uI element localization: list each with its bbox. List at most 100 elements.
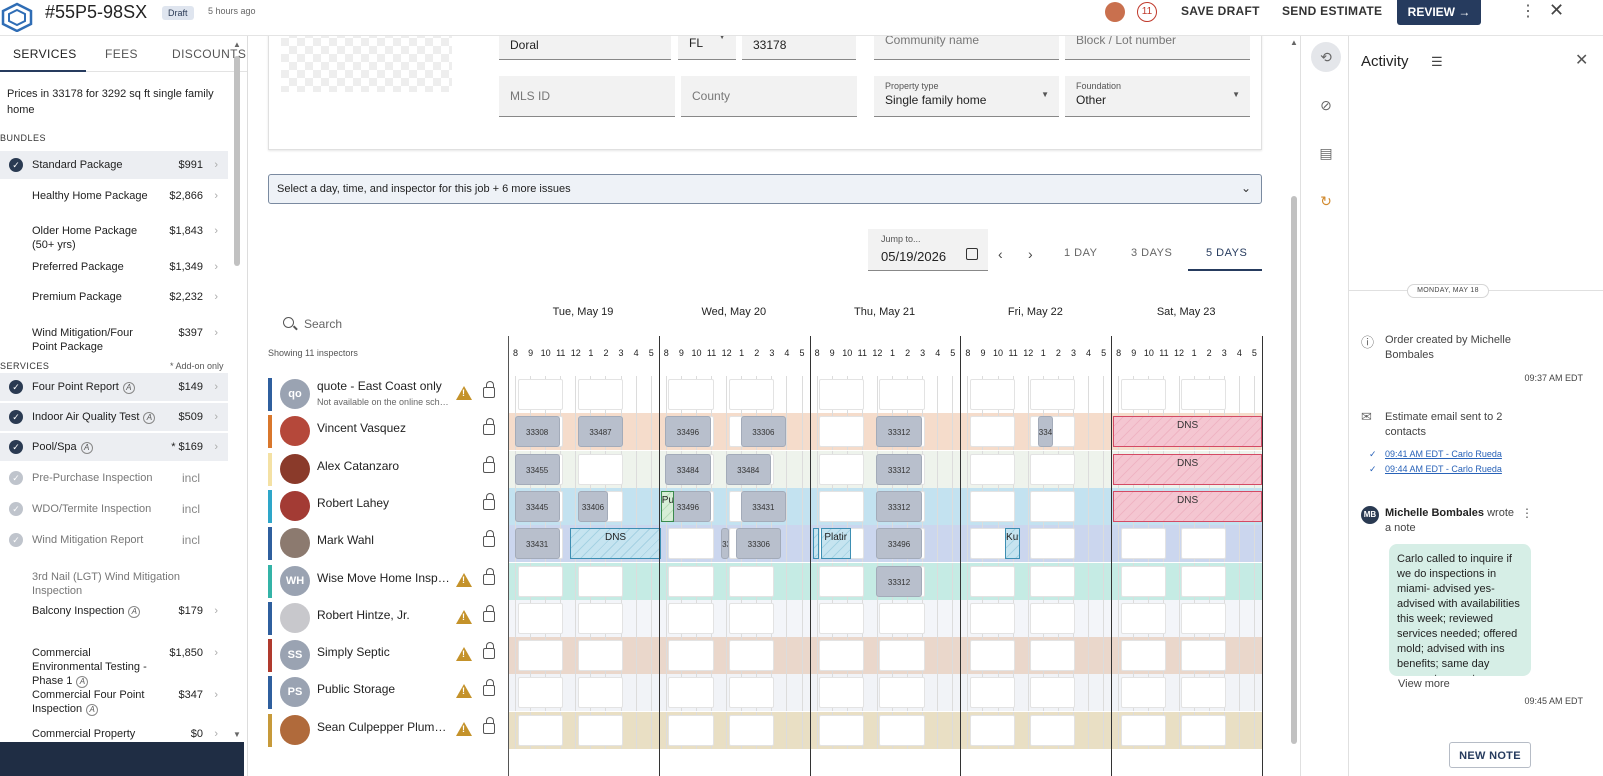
available-slot[interactable] <box>728 640 774 672</box>
community-name-field[interactable]: Community name <box>874 36 1059 60</box>
more-vert-icon[interactable]: ⋮ <box>1520 3 1536 20</box>
bundle-item[interactable]: Premium Package $2,232 › <box>0 283 228 311</box>
service-item[interactable]: Commercial Environmental Testing - Phase… <box>0 632 228 688</box>
available-slot[interactable] <box>1030 714 1076 746</box>
booking-block[interactable]: 334 <box>1037 416 1053 448</box>
view-more-link[interactable]: View more <box>1398 678 1450 690</box>
available-slot[interactable] <box>728 677 774 709</box>
available-slot[interactable] <box>879 602 925 634</box>
booking-block[interactable]: 33312 <box>876 453 922 485</box>
inspector-timeline[interactable]: 33445 33406 33496 33431 33312 DNS Pu <box>508 487 1262 525</box>
available-slot[interactable] <box>819 490 865 522</box>
email-link[interactable]: 09:44 AM EDT - Carlo Rueda <box>1385 464 1502 474</box>
email-link[interactable]: 09:41 AM EDT - Carlo Rueda <box>1385 449 1502 459</box>
available-slot[interactable] <box>1030 602 1076 634</box>
lock-icon[interactable] <box>483 455 495 473</box>
available-slot[interactable] <box>577 565 624 597</box>
available-slot[interactable] <box>1030 490 1076 522</box>
inspector-name[interactable]: Simply Septic <box>317 645 390 660</box>
view-1-day[interactable]: 1 DAY <box>1064 247 1098 259</box>
bundle-item[interactable]: Older Home Package (50+ yrs) $1,843 › <box>0 210 228 252</box>
available-slot[interactable] <box>819 640 865 672</box>
available-slot[interactable] <box>577 453 624 485</box>
available-slot[interactable] <box>1181 677 1227 709</box>
tab-services[interactable]: SERVICES <box>13 47 77 61</box>
lock-icon[interactable] <box>483 679 495 697</box>
available-slot[interactable] <box>1181 528 1227 560</box>
bundle-item[interactable]: Preferred Package $1,349 › <box>0 253 228 281</box>
available-slot[interactable] <box>1030 453 1076 485</box>
available-slot[interactable] <box>517 714 563 746</box>
available-slot[interactable] <box>819 714 865 746</box>
inspector-timeline[interactable]: 33312 <box>508 562 1262 600</box>
save-draft-button[interactable]: SAVE DRAFT <box>1181 4 1260 18</box>
available-slot[interactable] <box>969 565 1016 597</box>
available-slot[interactable] <box>668 640 714 672</box>
available-slot[interactable] <box>668 677 714 709</box>
view-5-days[interactable]: 5 DAYS <box>1206 247 1248 259</box>
available-slot[interactable] <box>819 565 865 597</box>
available-slot[interactable] <box>1120 640 1166 672</box>
booking-block[interactable]: 33312 <box>876 565 922 597</box>
booking-block[interactable]: 33484 <box>725 453 771 485</box>
property-type-select[interactable]: Property type Single family home ▼ <box>874 76 1059 117</box>
available-slot[interactable] <box>668 714 714 746</box>
inspector-timeline[interactable] <box>508 674 1262 712</box>
service-item[interactable]: ✓ Wind Mitigation Report incl <box>0 526 228 554</box>
booking-block[interactable]: 33312 <box>876 416 922 448</box>
available-slot[interactable] <box>879 714 925 746</box>
inspector-timeline[interactable]: 33431 3333306 33496 DNS Platir Ku <box>508 525 1262 563</box>
available-slot[interactable] <box>577 714 624 746</box>
available-slot[interactable] <box>819 453 865 485</box>
main-scrollbar[interactable]: ▲ <box>1288 36 1300 776</box>
notification-count-badge[interactable]: 11 <box>1137 2 1157 22</box>
inspector-timeline[interactable] <box>508 376 1262 413</box>
service-item[interactable]: ✓ Four Point Report A $149 › <box>0 373 228 401</box>
foundation-select[interactable]: Foundation Other ▼ <box>1065 76 1250 117</box>
view-3-days[interactable]: 3 DAYS <box>1131 247 1173 259</box>
unavailable-block[interactable] <box>813 528 820 560</box>
unavailable-block[interactable]: DNS <box>570 528 661 560</box>
available-slot[interactable] <box>517 677 563 709</box>
state-select[interactable]: FL ▼ <box>678 36 736 60</box>
available-slot[interactable] <box>969 714 1016 746</box>
inspector-timeline[interactable]: 33308 33487 33496 33306 33312 334 DNS <box>508 413 1262 451</box>
service-item[interactable]: Commercial Four Point Inspection A $347 › <box>0 676 228 716</box>
available-slot[interactable] <box>1120 528 1166 560</box>
service-item[interactable]: ✓ Pre-Purchase Inspection incl <box>0 464 228 492</box>
booking-block[interactable]: 33312 <box>876 490 922 522</box>
lock-icon[interactable] <box>483 567 495 585</box>
next-arrow-icon[interactable]: › <box>1028 246 1033 262</box>
service-item[interactable]: ✓ Pool/Spa A * $169 › <box>0 433 228 461</box>
available-slot[interactable] <box>668 565 714 597</box>
booking-block[interactable]: 33 <box>721 528 729 560</box>
available-slot[interactable] <box>668 528 714 560</box>
available-slot[interactable] <box>1120 714 1166 746</box>
inspector-timeline[interactable] <box>508 637 1262 675</box>
booking-block[interactable]: 33445 <box>514 490 560 522</box>
bundle-item[interactable]: ✓ Standard Package $991 › <box>0 151 228 179</box>
available-slot[interactable] <box>577 602 624 634</box>
available-slot[interactable] <box>1181 640 1227 672</box>
booking-block[interactable]: 33406 <box>577 490 609 522</box>
close-activity-icon[interactable]: ✕ <box>1575 52 1589 69</box>
available-slot[interactable] <box>517 379 563 410</box>
available-slot[interactable] <box>969 677 1016 709</box>
unavailable-block[interactable]: DNS <box>1113 416 1262 448</box>
lock-icon[interactable] <box>483 381 495 398</box>
warning-icon[interactable] <box>456 572 472 587</box>
available-slot[interactable] <box>577 379 624 410</box>
available-slot[interactable] <box>879 379 925 410</box>
inspector-name[interactable]: Alex Catanzaro <box>317 458 400 473</box>
lock-icon[interactable] <box>483 492 495 510</box>
available-slot[interactable] <box>1181 379 1227 410</box>
lock-icon[interactable] <box>483 604 495 622</box>
inspector-search-input[interactable]: Search <box>304 317 343 331</box>
inspector-timeline[interactable] <box>508 599 1262 637</box>
booking-block[interactable]: 33308 <box>514 416 560 448</box>
available-slot[interactable] <box>1030 565 1076 597</box>
inspector-name[interactable]: Robert Lahey <box>317 495 390 510</box>
send-estimate-button[interactable]: SEND ESTIMATE <box>1282 4 1383 18</box>
sidebar-scrollbar-thumb[interactable] <box>234 56 240 266</box>
warning-icon[interactable] <box>456 684 472 699</box>
